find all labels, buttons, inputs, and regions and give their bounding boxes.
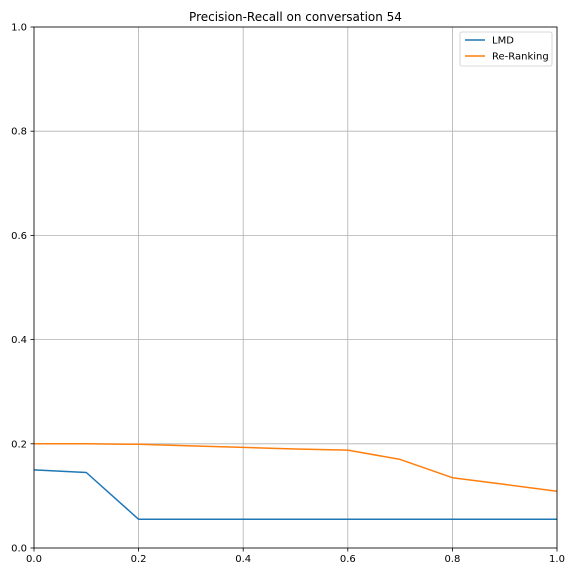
x-tick-label: 0.6 (340, 554, 356, 565)
x-tick-label: 1.0 (549, 554, 565, 565)
axis-ticks: 0.0 0.2 0.4 0.6 0.8 1.0 0.0 0.2 0.4 0.6 0.8 1.0 (11, 23, 565, 566)
legend-label-re-ranking: Re-Ranking (492, 52, 549, 63)
chart-title: Precision-Recall on conversation 54 (189, 10, 402, 24)
x-tick-label: 0.8 (444, 554, 460, 565)
y-tick-label: 0.0 (11, 544, 27, 555)
y-tick-label: 1.0 (11, 23, 27, 34)
x-tick-label: 0.2 (131, 554, 147, 565)
series-line-re-ranking (34, 443, 558, 492)
series-line-lmd (33, 469, 557, 521)
y-tick-label: 0.2 (11, 439, 27, 450)
y-tick-label: 0.8 (11, 127, 27, 138)
plot-frame (33, 26, 558, 549)
x-tick-label: 0.4 (235, 554, 251, 565)
series-lines (33, 443, 558, 521)
legend: LMD Re-Ranking (459, 31, 553, 67)
y-tick-label: 0.6 (11, 231, 27, 242)
legend-label-lmd: LMD (492, 36, 514, 47)
x-tick-label: 0.0 (26, 554, 42, 565)
y-tick-label: 0.4 (11, 335, 27, 346)
